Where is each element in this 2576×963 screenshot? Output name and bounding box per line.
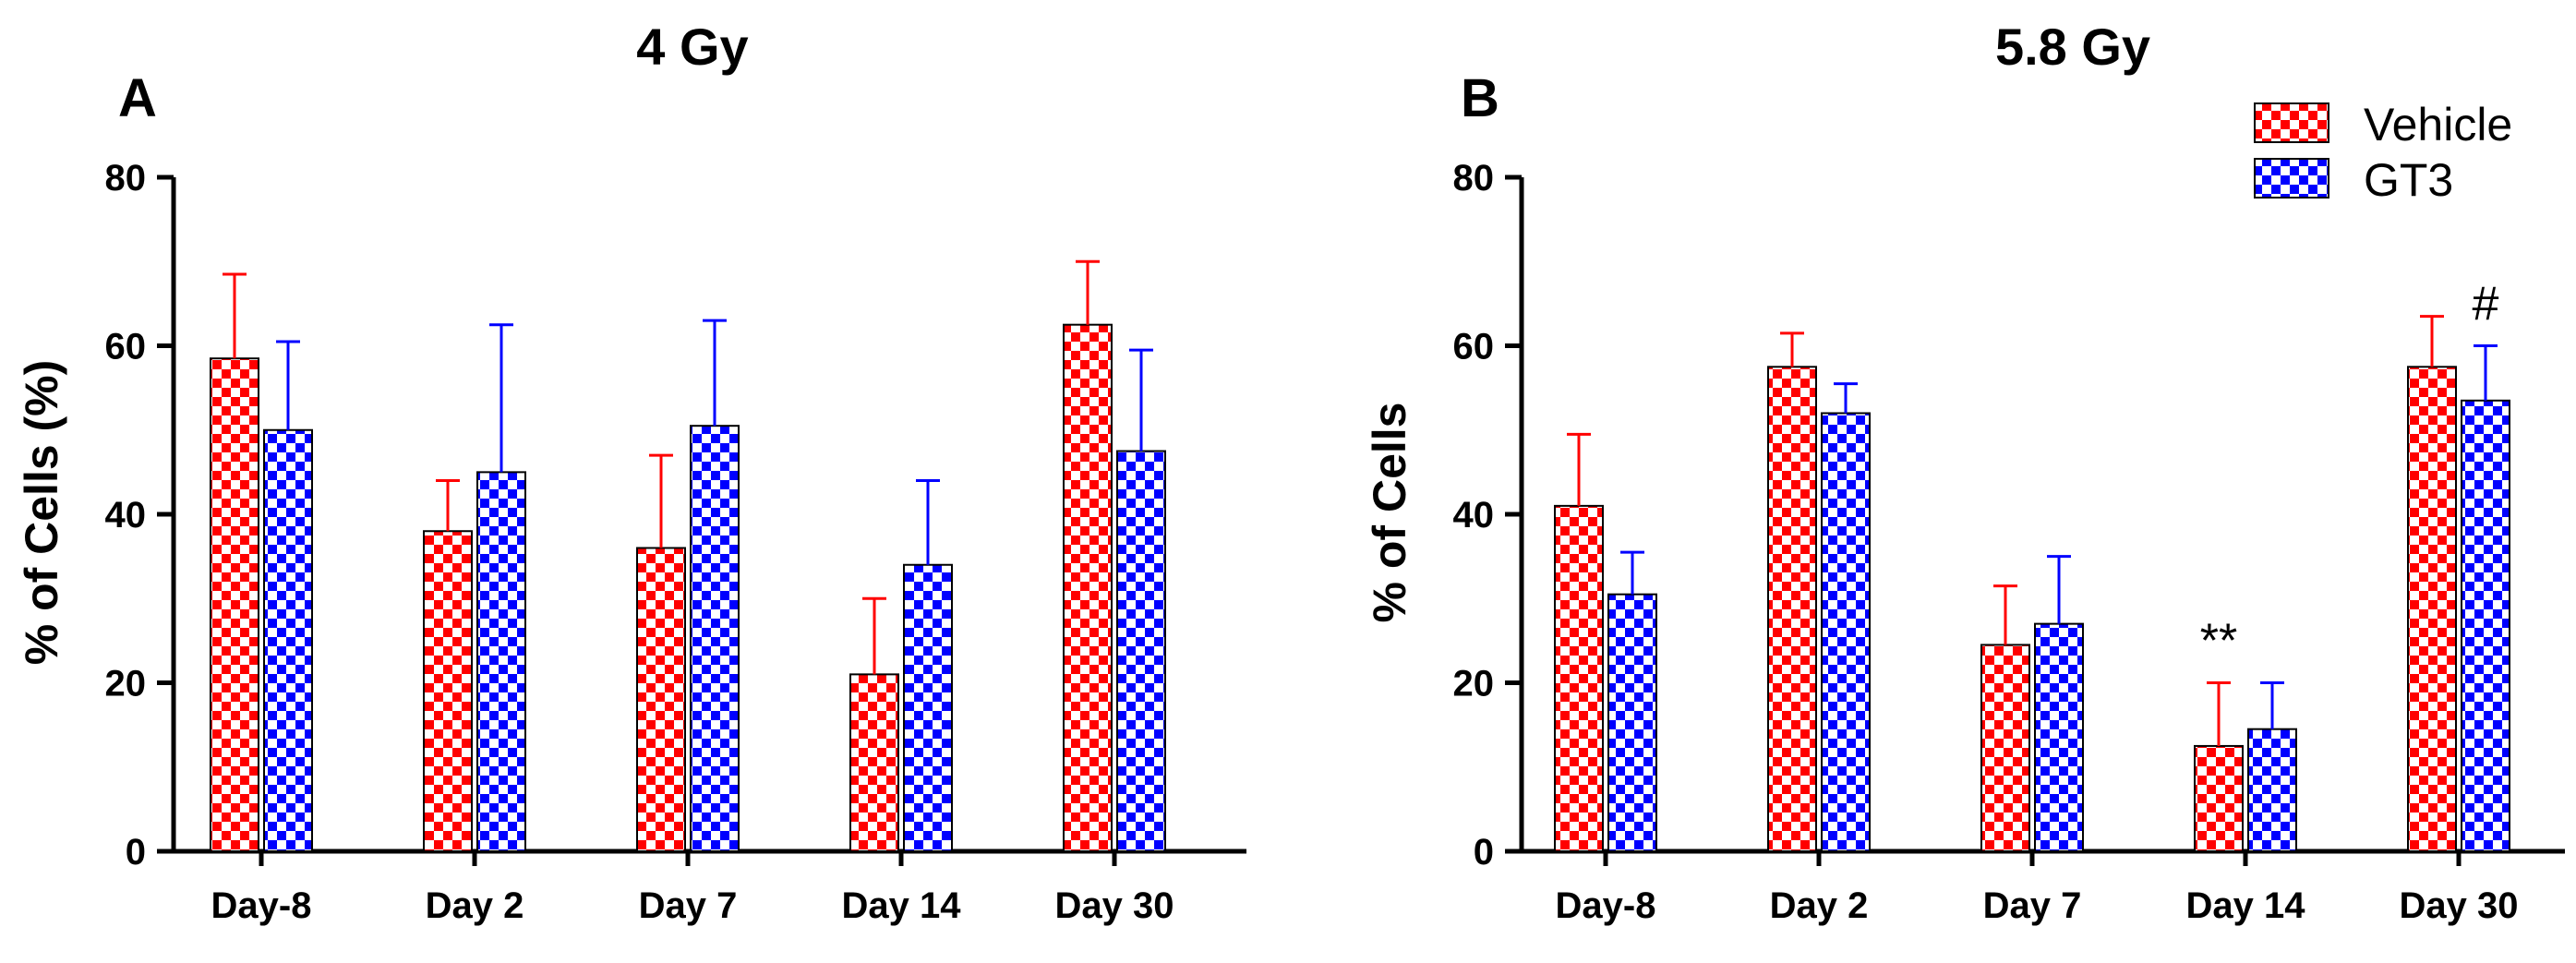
panel-a-bar-vehicle-2 (636, 547, 686, 852)
panel-a-bar-vehicle-0 (210, 357, 259, 852)
panel-a-bar-vehicle-1 (423, 530, 473, 852)
panel-a-title: 4 Gy (636, 18, 748, 76)
panel-a-ytick-label: 80 (105, 158, 147, 199)
panel-b-xtick-label: Day-8 (1556, 885, 1656, 926)
panel-b-ytick-label: 60 (1453, 327, 1495, 367)
panel-b-annotation-0: ** (2200, 615, 2237, 668)
panel-b-bar-gt3-2 (2034, 622, 2084, 852)
panel-b-xtick-label: Day 7 (1983, 885, 2082, 926)
panel-b-ytick-label: 80 (1453, 158, 1495, 199)
legend-label-gt3: GT3 (2364, 154, 2453, 206)
legend-label-vehicle: Vehicle (2364, 99, 2512, 150)
panel-b-ytick-label: 0 (1474, 832, 1494, 873)
panel-b-xtick-label: Day 30 (2400, 885, 2519, 926)
legend-swatch-vehicle (2254, 102, 2329, 143)
panel-b-xtick-label: Day 2 (1770, 885, 1869, 926)
panel-b-bar-gt3-0 (1607, 593, 1657, 852)
panel-b-ytick-label: 20 (1453, 664, 1495, 704)
legend-swatch-gt3 (2254, 158, 2329, 199)
panel-b-bar-vehicle-0 (1554, 504, 1604, 852)
panel-a-xtick-label: Day 2 (426, 885, 524, 926)
panel-a-bar-gt3-2 (690, 425, 740, 852)
panel-a-bar-vehicle-4 (1063, 323, 1113, 852)
panel-b-bar-gt3-3 (2247, 728, 2297, 852)
panel-a-bar-gt3-4 (1116, 450, 1166, 852)
panel-b-bar-gt3-1 (1821, 412, 1871, 852)
panel-a-ytick-label: 60 (105, 327, 147, 367)
panel-a-bar-gt3-0 (263, 428, 313, 852)
panel-b-ylabel: % of Cells (1364, 403, 1415, 623)
panel-b-label: B (1461, 68, 1499, 128)
panel-a-bar-vehicle-3 (849, 673, 899, 852)
panel-a-ytick-label: 0 (126, 832, 146, 873)
panel-a-bar-gt3-3 (903, 563, 953, 852)
panel-a-label: A (118, 68, 157, 128)
panel-a-bar-gt3-1 (476, 471, 526, 852)
panel-b-ytick-label: 40 (1453, 495, 1495, 536)
panel-a-xtick-label: Day 30 (1055, 885, 1174, 926)
panel-b-bar-vehicle-3 (2194, 744, 2244, 852)
panel-b-xtick-label: Day 14 (2186, 885, 2306, 926)
panel-b-title: 5.8 Gy (1995, 18, 2150, 76)
panel-b-bar-vehicle-4 (2407, 366, 2457, 852)
panel-a-xtick-label: Day 14 (842, 885, 962, 926)
panel-a-ylabel: % of Cells (%) (16, 360, 67, 666)
panel-a-xtick-label: Day 7 (639, 885, 738, 926)
panel-a-xtick-label: Day-8 (211, 885, 312, 926)
panel-b-bar-vehicle-2 (1980, 644, 2030, 852)
panel-b-bar-vehicle-1 (1767, 366, 1817, 852)
legend: Vehicle GT3 (2254, 99, 2512, 206)
panel-a-ytick-label: 40 (105, 495, 147, 536)
panel-b-bar-gt3-4 (2461, 399, 2510, 852)
panel-a-ytick-label: 20 (105, 664, 147, 704)
panel-a-plot: 0 20 40 60 80 Day-8 Day 2 Day 7 Day 14 Day 30 (105, 158, 1246, 926)
panel-b-plot: 0 20 40 60 80 Day-8 Day 2 Day 7 Day 14 Day 30 ** # (1453, 158, 2565, 926)
panel-b-annotation-1: # (2473, 278, 2499, 331)
